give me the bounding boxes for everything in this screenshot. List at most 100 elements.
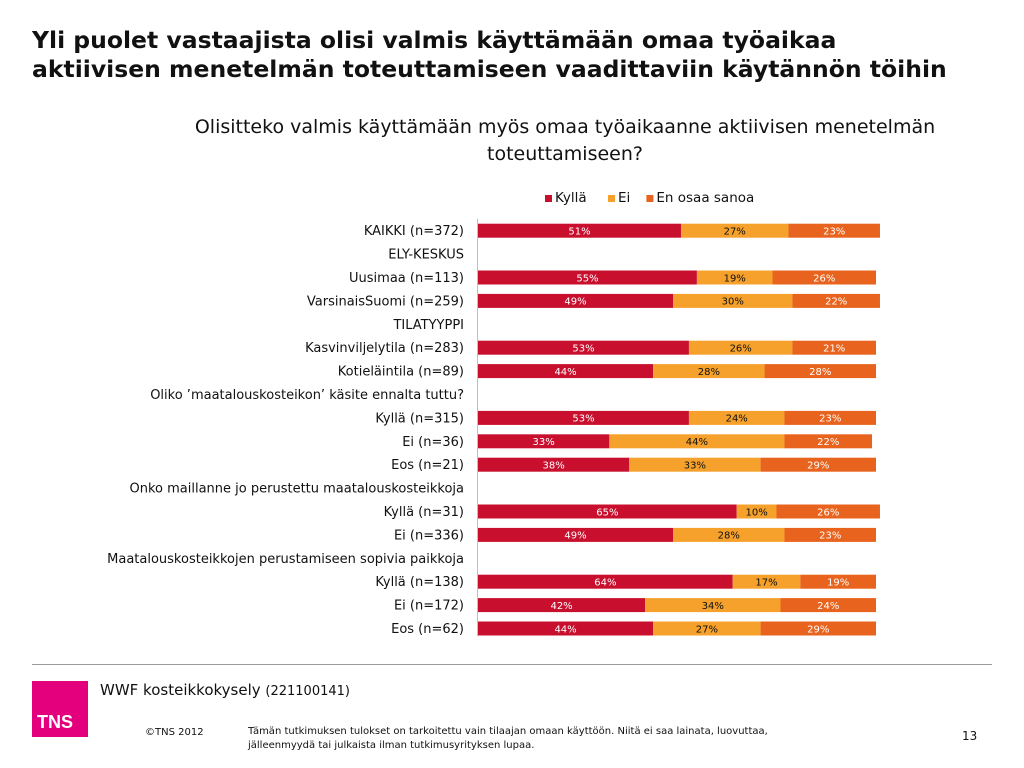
bar-segment: [478, 504, 737, 519]
bar-segment: [688, 410, 785, 425]
bar-segment: [673, 293, 793, 308]
category-label: Kyllä (n=31): [384, 505, 464, 520]
data-label: 33%: [684, 461, 706, 472]
legend-entry: En osaa sanoa: [656, 190, 754, 206]
data-label: 49%: [564, 531, 586, 542]
bar-segment: [478, 410, 689, 425]
data-label: 21%: [823, 344, 845, 355]
data-label: 23%: [819, 414, 841, 425]
bar-segment: [732, 574, 801, 589]
category-label: Ei (n=172): [394, 599, 464, 614]
bar-segment: [760, 457, 876, 472]
data-label: 28%: [809, 367, 831, 378]
bar-segment: [696, 270, 773, 285]
survey-name-text: WWF kosteikkokysely: [100, 681, 261, 699]
bar-segment: [653, 364, 765, 379]
data-label: 19%: [827, 578, 849, 589]
legend-entry: Ei: [618, 190, 630, 206]
category-label: KAIKKI (n=372): [364, 224, 464, 239]
data-label: 49%: [564, 297, 586, 308]
tns-logo-text: TNS: [37, 712, 73, 732]
bar-segment: [788, 223, 880, 238]
category-label: Ei (n=336): [394, 528, 464, 543]
bar-segment: [688, 340, 793, 355]
survey-name: WWF kosteikkokysely (221100141): [100, 681, 350, 699]
data-label: 24%: [726, 414, 748, 425]
bar-segment: [629, 457, 761, 472]
category-label: Maatalouskosteikkojen perustamiseen sopi…: [107, 552, 464, 567]
category-label: Oliko ’maatalouskosteikon’ käsite ennalt…: [150, 388, 464, 403]
category-label: Onko maillanne jo perustettu maatalousko…: [130, 482, 465, 497]
category-label: Uusimaa (n=113): [349, 271, 464, 286]
stacked-bar-chart: Kyllä Ei En osaa sanoa KAIKKI (n=372) 51% 27%…: [107, 190, 880, 637]
data-label: 64%: [594, 578, 616, 589]
bar-segment: [478, 598, 646, 613]
bar-segment: [478, 574, 733, 589]
data-label: 29%: [807, 461, 829, 472]
chart-title: Olisitteko valmis käyttämään myös omaa t…: [194, 116, 936, 165]
data-label: 38%: [543, 461, 565, 472]
bar-segment: [736, 504, 777, 519]
bar-segment: [772, 270, 876, 285]
bar-segment: [478, 270, 697, 285]
data-label: 27%: [724, 227, 746, 238]
data-label: 30%: [722, 297, 744, 308]
category-label: ELY-KESKUS: [388, 248, 464, 263]
bar-segment: [478, 457, 630, 472]
data-label: 29%: [807, 624, 829, 635]
bar-segment: [792, 340, 876, 355]
bar-segment: [792, 293, 880, 308]
data-label: 42%: [550, 601, 572, 612]
data-label: 26%: [817, 507, 839, 518]
data-label: 23%: [823, 227, 845, 238]
legend-entry: Kyllä: [555, 190, 587, 206]
bar-segment: [680, 223, 789, 238]
bar-segment: [764, 364, 876, 379]
data-label: 33%: [533, 437, 555, 448]
category-label: TILATYYPPI: [392, 318, 464, 333]
bar-segment: [673, 527, 785, 542]
category-label: Eos (n=62): [391, 622, 464, 637]
footer-divider: [32, 664, 992, 665]
bar-segment: [478, 293, 674, 308]
data-label: 26%: [730, 344, 752, 355]
survey-code: (221100141): [265, 684, 350, 699]
bar-segment: [780, 598, 876, 613]
data-label: 65%: [596, 507, 618, 518]
tns-logo: TNS: [32, 681, 88, 737]
data-label: 44%: [554, 624, 576, 635]
category-label: VarsinaisSuomi (n=259): [307, 294, 464, 309]
data-label: 17%: [755, 578, 777, 589]
legend-swatch: [608, 195, 615, 202]
data-label: 28%: [698, 367, 720, 378]
copyright: ©TNS 2012: [145, 727, 204, 738]
bar-segment: [478, 364, 654, 379]
bar-segment: [609, 434, 785, 449]
data-label: 44%: [554, 367, 576, 378]
data-label: 19%: [724, 273, 746, 284]
category-label: Kyllä (n=138): [375, 575, 464, 590]
disclaimer: Tämän tutkimuksen tulokset on tarkoitett…: [248, 726, 768, 751]
bar-segment: [645, 598, 781, 613]
bar-segment: [784, 410, 876, 425]
bar-segment: [478, 223, 681, 238]
category-label: Eos (n=21): [391, 458, 464, 473]
data-label: 55%: [576, 273, 598, 284]
data-label: 23%: [819, 531, 841, 542]
page-number: 13: [962, 729, 978, 743]
data-label: 53%: [572, 414, 594, 425]
data-label: 24%: [817, 601, 839, 612]
data-label: 34%: [702, 601, 724, 612]
data-label: 22%: [825, 297, 847, 308]
data-label: 44%: [686, 437, 708, 448]
bar-segment: [784, 434, 873, 449]
bar-segment: [478, 434, 610, 449]
data-label: 26%: [813, 273, 835, 284]
data-label: 27%: [696, 624, 718, 635]
category-label: Kyllä (n=315): [375, 411, 464, 426]
category-label: Ei (n=36): [402, 435, 464, 450]
data-label: 10%: [745, 507, 767, 518]
bar-segment: [478, 340, 689, 355]
category-label: Kotieläintila (n=89): [338, 365, 464, 380]
bar-segment: [478, 527, 674, 542]
